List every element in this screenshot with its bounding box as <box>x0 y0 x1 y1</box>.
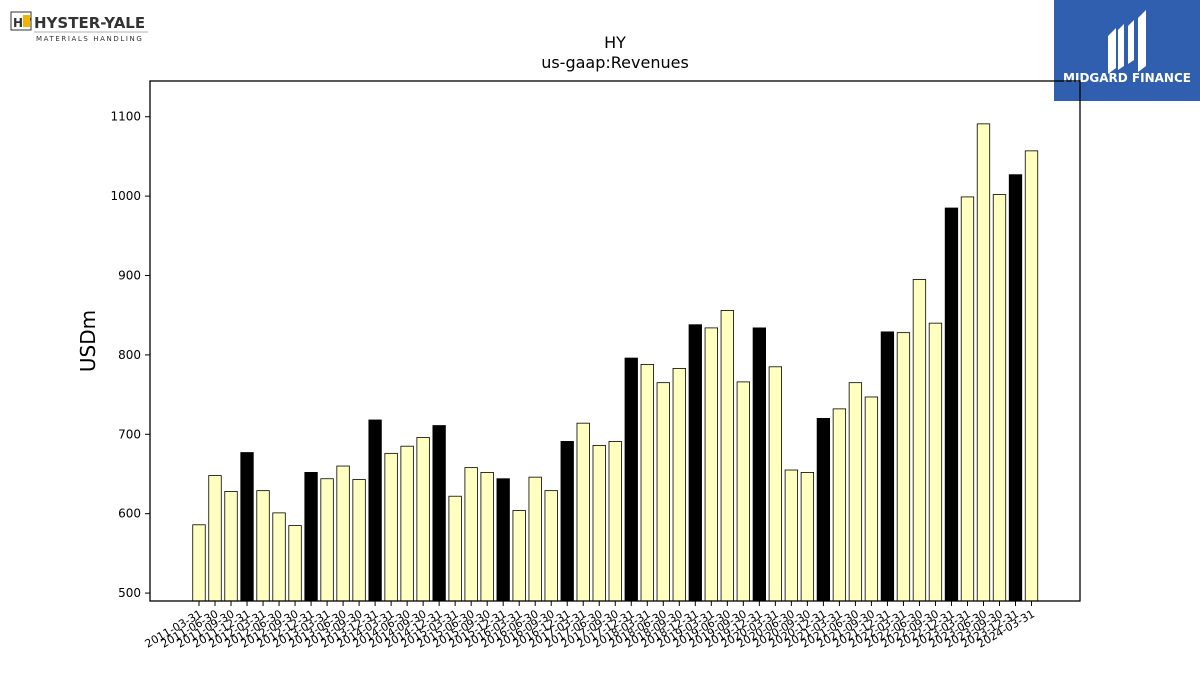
y-tick-label: 600 <box>118 507 141 521</box>
bar-2021-03-31 <box>832 408 847 602</box>
bar-2016-09-30 <box>544 490 558 602</box>
bar-2011-09-30 <box>224 491 238 602</box>
bar-2015-06-30 <box>464 467 478 602</box>
y-tick-label: 900 <box>118 269 141 283</box>
y-tick-label: 700 <box>118 427 141 441</box>
bar-2016-12-31 <box>560 441 574 602</box>
y-axis-label: USDm <box>76 310 100 372</box>
right-logo-name: MIDGARD FINANCE <box>1063 71 1191 85</box>
bar-2013-03-31 <box>320 478 334 602</box>
bar-2017-06-30 <box>592 444 606 602</box>
y-tick-label: 1100 <box>110 110 141 124</box>
bar-2017-09-30 <box>608 441 622 602</box>
bar-2011-03-31 <box>192 524 206 602</box>
x-axis-ticks: 2011-03-312011-06-302011-09-302011-12-31… <box>143 601 1037 651</box>
y-tick-label: 500 <box>118 586 141 600</box>
midgard-finance-logo: MIDGARD FINANCE <box>1054 0 1200 101</box>
bar-2018-12-31 <box>688 324 702 602</box>
bar-2017-03-31 <box>576 422 590 602</box>
bar-2024-03-31 <box>1024 150 1039 602</box>
bar-2011-12-31 <box>240 452 254 602</box>
bar-2017-12-31 <box>624 357 638 602</box>
chart-title: HY <box>604 33 626 52</box>
bars-group <box>192 123 1039 602</box>
bar-2013-12-31 <box>368 419 382 602</box>
bar-2018-03-31 <box>640 364 654 602</box>
bar-2020-06-30 <box>784 469 799 602</box>
bar-2015-12-31 <box>496 478 510 602</box>
bar-2013-09-30 <box>352 479 366 602</box>
bar-2022-09-30 <box>928 322 943 602</box>
y-axis-ticks: 500 600 700 800 900 1000 1100 <box>110 110 150 600</box>
bar-2022-06-30 <box>912 279 927 602</box>
chart-subtitle: us-gaap:Revenues <box>541 53 689 72</box>
bar-2015-09-30 <box>480 471 494 602</box>
bar-2019-12-31 <box>752 327 766 602</box>
bar-2020-09-30 <box>800 471 815 602</box>
logo-name: HYSTER-YALE <box>34 14 145 32</box>
bar-2023-03-31 <box>960 196 975 602</box>
bar-2012-12-31 <box>304 471 318 602</box>
bar-2023-12-31 <box>1008 174 1023 602</box>
bar-2018-09-30 <box>672 367 686 602</box>
bar-2016-06-30 <box>528 476 542 602</box>
bar-2022-12-31 <box>944 207 959 602</box>
bar-2011-06-30 <box>208 475 222 602</box>
y-tick-label: 800 <box>118 348 141 362</box>
bar-2021-12-31 <box>880 331 895 602</box>
bar-2020-12-31 <box>816 417 831 602</box>
bar-2020-03-31 <box>768 366 782 602</box>
plot-frame <box>149 80 1081 602</box>
bar-2012-03-31 <box>256 490 270 602</box>
midgard-finance-logo-mark: MIDGARD FINANCE <box>1063 10 1191 85</box>
bar-2016-03-31 <box>512 510 526 602</box>
bar-2013-06-30 <box>336 465 350 602</box>
hyster-yale-logo-mark: HY HYSTER-YALE MATERIALS HANDLING <box>10 11 148 43</box>
bar-2022-03-31 <box>896 332 911 602</box>
bar-2012-09-30 <box>288 525 302 602</box>
bar-2019-09-30 <box>736 381 750 602</box>
bar-2019-03-31 <box>704 327 718 602</box>
bar-2012-06-30 <box>272 512 286 602</box>
bar-2018-06-30 <box>656 382 670 602</box>
bar-2023-06-30 <box>976 123 991 602</box>
bar-2014-12-31 <box>432 425 446 602</box>
bar-2021-09-30 <box>864 396 879 602</box>
bar-2019-06-30 <box>720 310 734 602</box>
bar-2021-06-30 <box>848 382 863 602</box>
y-tick-label: 1000 <box>110 189 141 203</box>
hyster-yale-logo: HY HYSTER-YALE MATERIALS HANDLING <box>10 10 160 46</box>
bar-2014-06-30 <box>400 445 414 602</box>
bar-2014-03-31 <box>384 452 398 602</box>
logo-tagline: MATERIALS HANDLING <box>36 35 143 43</box>
bar-2014-09-30 <box>416 437 430 602</box>
bar-2023-09-30 <box>992 194 1007 602</box>
bar-2015-03-31 <box>448 495 462 602</box>
